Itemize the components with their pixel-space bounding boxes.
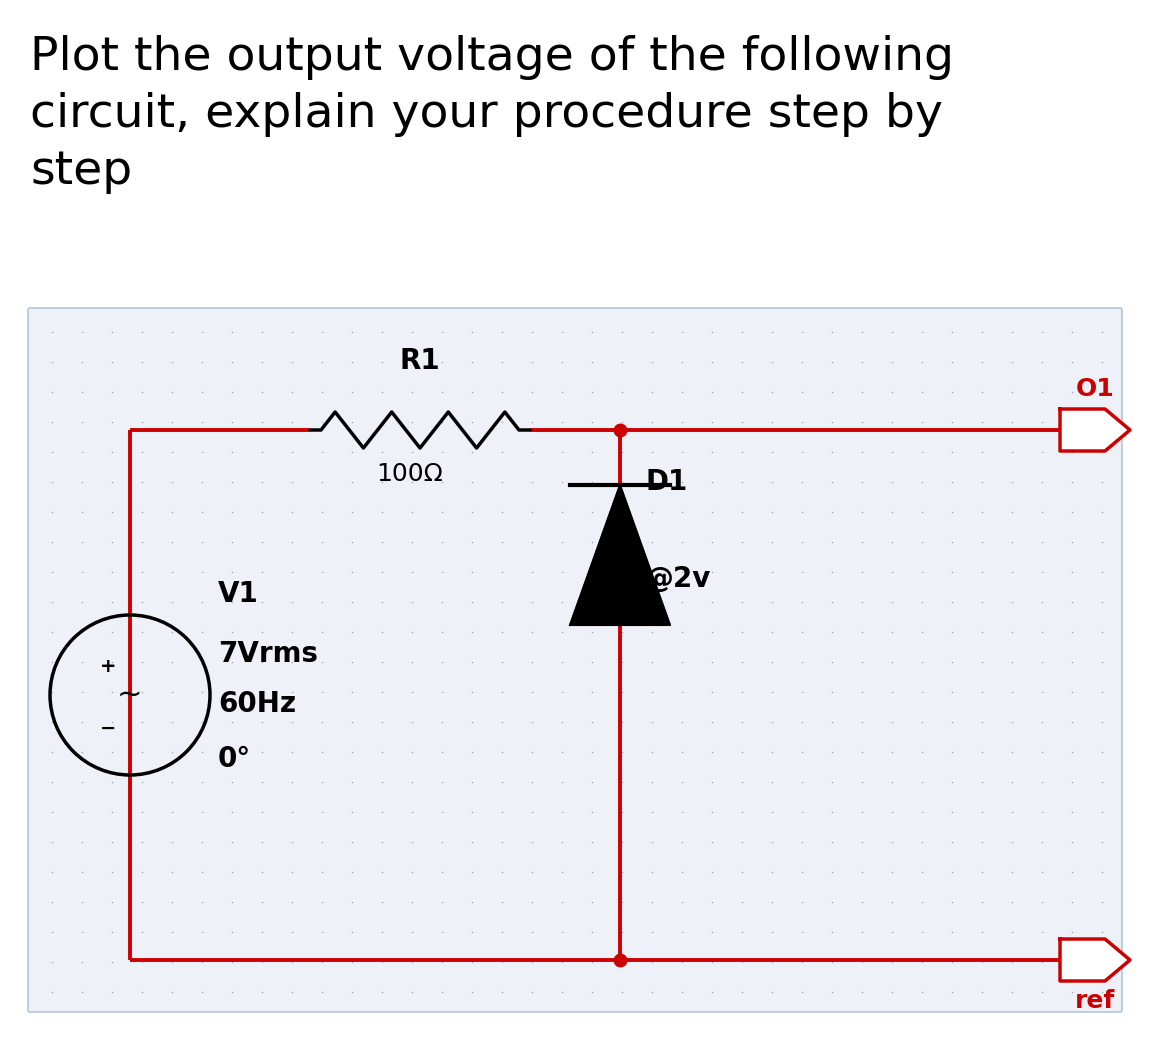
Text: 100Ω: 100Ω [377, 462, 444, 486]
Text: O1: O1 [1075, 377, 1114, 401]
Text: −: − [99, 719, 117, 738]
Polygon shape [1060, 939, 1131, 981]
Text: 0°: 0° [218, 745, 251, 773]
Text: +: + [99, 657, 117, 676]
Text: @2v: @2v [645, 565, 711, 593]
FancyBboxPatch shape [28, 308, 1122, 1012]
Text: D1: D1 [645, 467, 688, 495]
Polygon shape [570, 485, 670, 625]
Text: V1: V1 [218, 580, 259, 608]
Text: ref: ref [1075, 989, 1116, 1013]
Text: Plot the output voltage of the following
circuit, explain your procedure step by: Plot the output voltage of the following… [30, 34, 954, 194]
Text: 7Vrms: 7Vrms [218, 640, 318, 668]
Polygon shape [1060, 409, 1131, 451]
Text: 60Hz: 60Hz [218, 690, 296, 718]
Text: R1: R1 [400, 347, 440, 375]
Text: ~: ~ [117, 680, 142, 710]
